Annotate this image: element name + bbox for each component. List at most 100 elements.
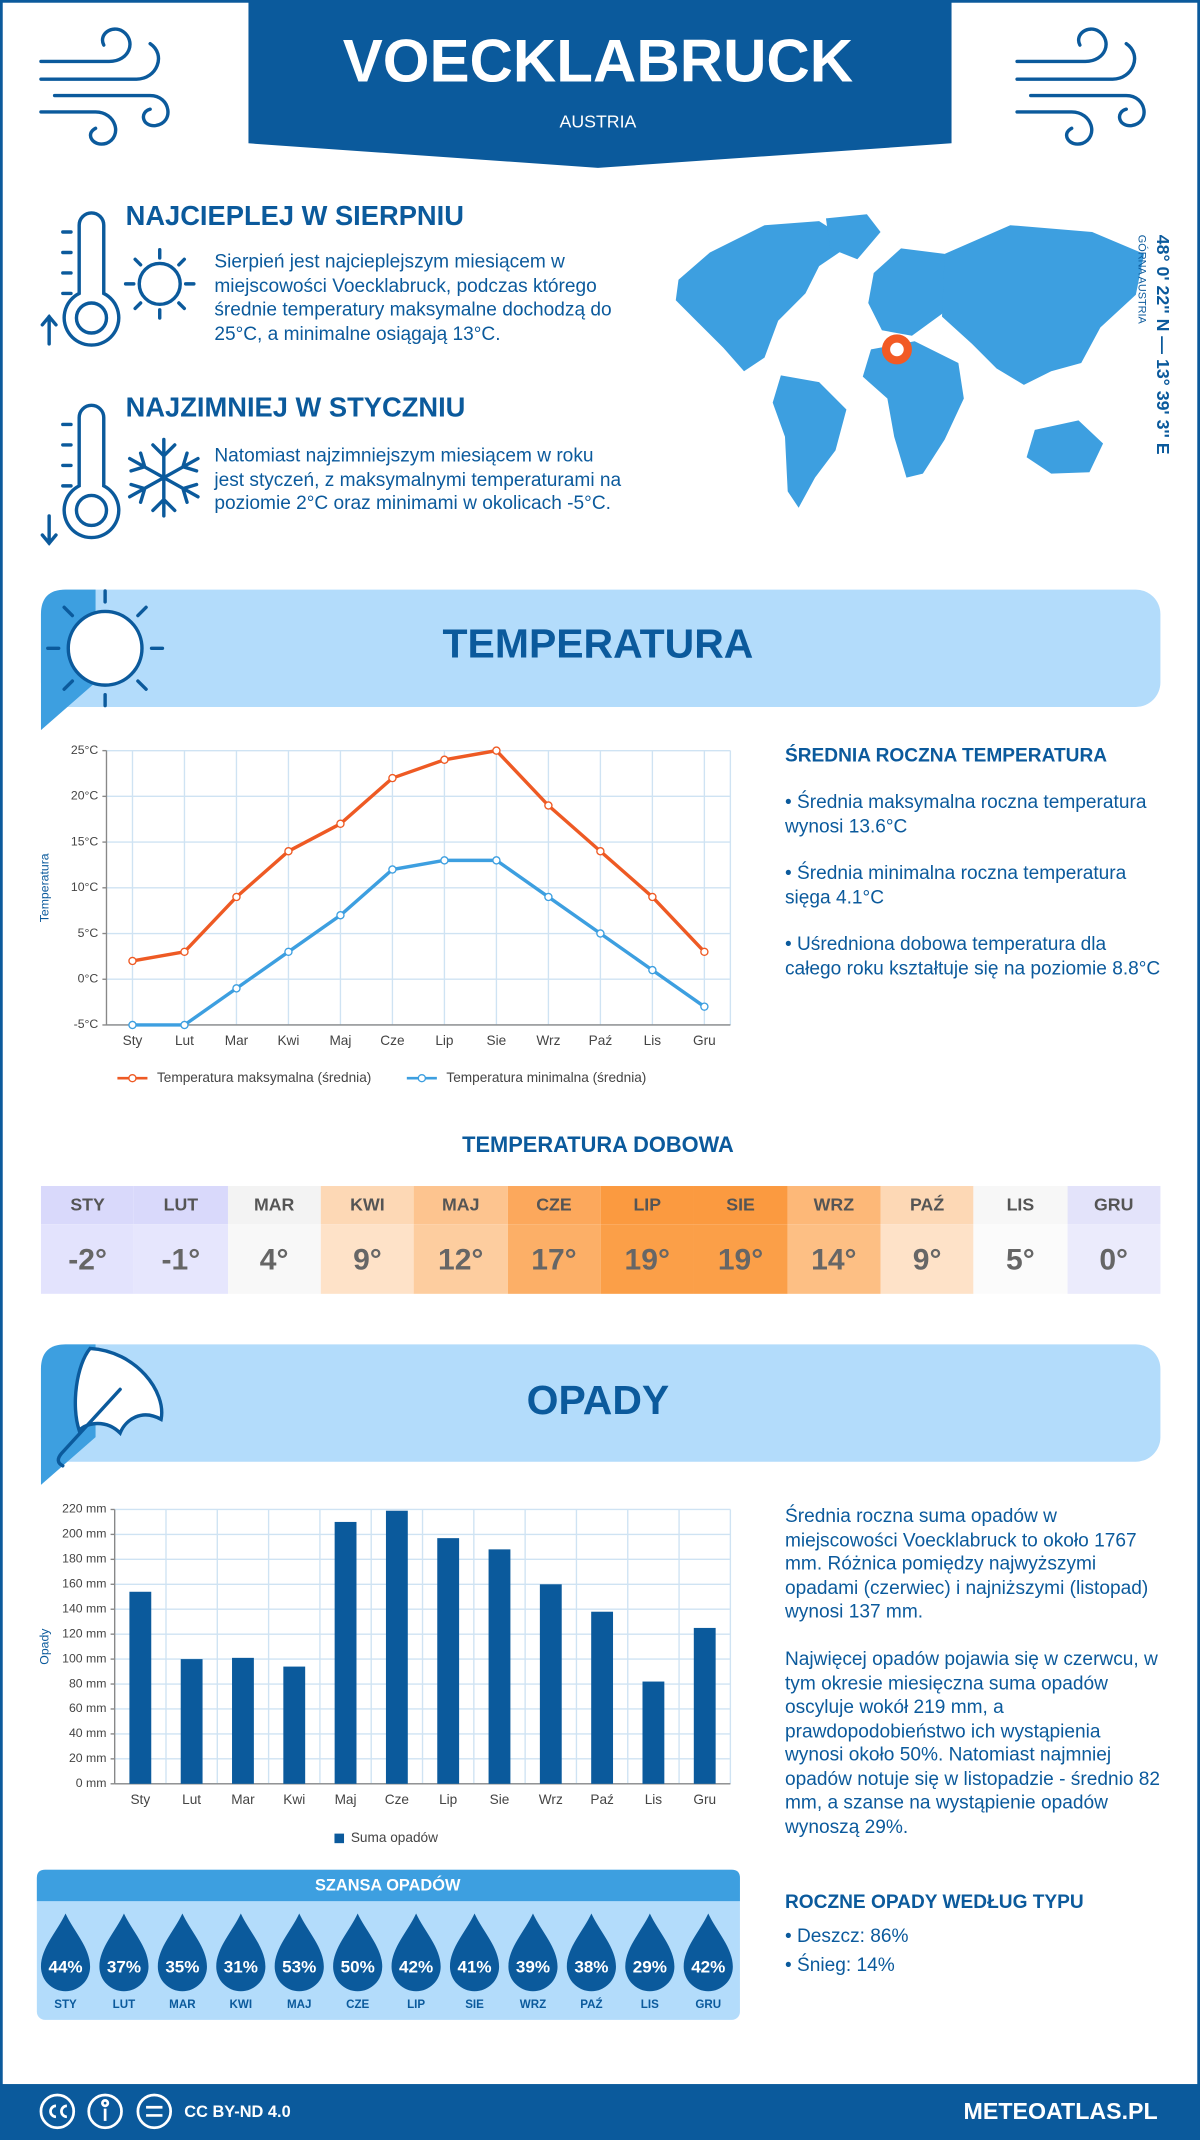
y-tick-label: 5°C <box>78 926 99 940</box>
drop <box>566 1913 616 1992</box>
x-tick-label: Wrz <box>536 1033 560 1048</box>
bar <box>232 1657 254 1784</box>
section-banner <box>40 1344 1161 1462</box>
drop-month: PAŹ <box>580 1998 602 2011</box>
bar <box>693 1627 716 1784</box>
site: METEOATLAS.PL <box>964 2098 1158 2124</box>
table-column: LIP 19° <box>600 1186 694 1294</box>
month-value: 12° <box>414 1224 508 1294</box>
line <box>132 748 706 963</box>
month-value: 19° <box>693 1224 788 1294</box>
month-header: MAR <box>227 1186 321 1225</box>
x-tick-label: Paź <box>589 1033 613 1048</box>
drop-value: 50% <box>341 1958 375 1977</box>
drop-value: 31% <box>224 1958 258 1977</box>
table-column: MAR 4° <box>227 1186 321 1294</box>
drop-month: LIS <box>641 1998 659 2011</box>
y-tick-label: 120 mm <box>62 1626 106 1640</box>
drop <box>40 1913 91 1992</box>
chance-box <box>36 1869 740 2020</box>
summary-item: • Średnia minimalna roczna temperatura s… <box>784 861 1127 907</box>
table-column: CZE 17° <box>507 1186 601 1294</box>
drop-value: 42% <box>691 1958 725 1977</box>
drop-value: 44% <box>48 1958 82 1977</box>
x-tick-label: Mar <box>225 1033 249 1048</box>
point <box>180 1020 189 1030</box>
x-tick-label: Cze <box>385 1792 409 1807</box>
drop-value: 42% <box>399 1958 433 1977</box>
table-column: LUT -1° <box>134 1186 228 1294</box>
x-tick-label: Sty <box>123 1033 143 1048</box>
x-tick-label: Lis <box>645 1792 663 1807</box>
month-header: SIE <box>693 1186 788 1225</box>
x-tick-label: Kwi <box>277 1033 299 1048</box>
table-column: GRU 0° <box>1067 1186 1161 1294</box>
point <box>388 865 397 874</box>
license-icons <box>39 2093 173 2130</box>
month-value: 9° <box>320 1224 415 1294</box>
month-header: KWI <box>320 1186 415 1225</box>
month-header: STY <box>40 1186 135 1225</box>
drop <box>157 1913 207 1992</box>
month-header: LIS <box>973 1186 1068 1225</box>
drop-month: STY <box>54 1998 77 2011</box>
drop-month: CZE <box>346 1998 369 2011</box>
table-column: STY -2° <box>40 1186 135 1294</box>
x-tick-label: Lut <box>182 1792 201 1807</box>
y-tick-label: -5°C <box>74 1017 99 1031</box>
point <box>128 956 137 966</box>
point <box>180 947 189 957</box>
bar <box>129 1591 152 1784</box>
x-tick-label: Wrz <box>539 1792 563 1807</box>
drop-month: GRU <box>695 1998 721 2011</box>
month-header: CZE <box>507 1186 601 1225</box>
types-title: ROCZNE OPADY WEDŁUG TYPU <box>784 1890 1084 1913</box>
cold-title: NAJZIMNIEJ W STYCZNIU <box>125 393 466 424</box>
coordinates: 48° 0' 22'' N — 13° 39' 3'' E <box>1153 235 1173 455</box>
precip-text: Średnia roczna suma opadów w miejscowośc… <box>784 1504 1149 1622</box>
point <box>284 947 293 957</box>
drop-month: MAR <box>169 1998 196 2011</box>
table-column: LIS 5° <box>973 1186 1068 1294</box>
bar <box>334 1521 357 1784</box>
point <box>336 819 345 829</box>
summary-item: • Średnia maksymalna roczna temperatura … <box>784 790 1147 836</box>
x-tick-label: Maj <box>329 1033 351 1048</box>
y-tick-label: 0°C <box>78 971 99 985</box>
y-tick-label: 220 mm <box>62 1502 106 1516</box>
point <box>128 1020 137 1030</box>
line <box>132 858 706 1027</box>
y-axis-label: Opady <box>37 1628 51 1665</box>
table-column: WRZ 14° <box>787 1186 881 1294</box>
warm-title: NAJCIEPLEJ W SIERPNIU <box>125 201 464 233</box>
point <box>544 801 553 810</box>
drop-value: 35% <box>165 1958 199 1977</box>
bar <box>385 1510 408 1784</box>
table-column: MAJ 12° <box>414 1186 508 1294</box>
y-tick-label: 80 mm <box>69 1676 107 1690</box>
bar <box>539 1584 562 1784</box>
table-column: SIE 19° <box>693 1186 788 1294</box>
drop-value: 41% <box>457 1958 491 1977</box>
table-title: TEMPERATURA DOBOWA <box>462 1132 734 1157</box>
point <box>388 773 397 783</box>
world-map <box>675 214 1145 508</box>
drop <box>99 1913 149 1992</box>
month-header: LUT <box>134 1186 228 1225</box>
month-value: 17° <box>507 1224 601 1294</box>
point <box>284 846 293 856</box>
x-tick-label: Lis <box>644 1033 662 1048</box>
x-tick-label: Gru <box>693 1033 716 1048</box>
license: CC BY-ND 4.0 <box>184 2103 290 2121</box>
footer <box>0 2084 1200 2140</box>
bar <box>283 1666 306 1784</box>
x-tick-label: Lip <box>435 1033 453 1048</box>
y-tick-label: 60 mm <box>69 1701 107 1715</box>
point <box>596 846 605 856</box>
bar <box>642 1681 665 1784</box>
chance-title: SZANSA OPADÓW <box>315 1875 461 1894</box>
chance-drops: 44% STY 37% LUT 35% MAR 31% KWI 53% MAJ 50% CZE 42% L… <box>40 1913 733 2011</box>
legend-marker <box>417 1073 427 1083</box>
y-tick-label: 160 mm <box>62 1577 106 1591</box>
